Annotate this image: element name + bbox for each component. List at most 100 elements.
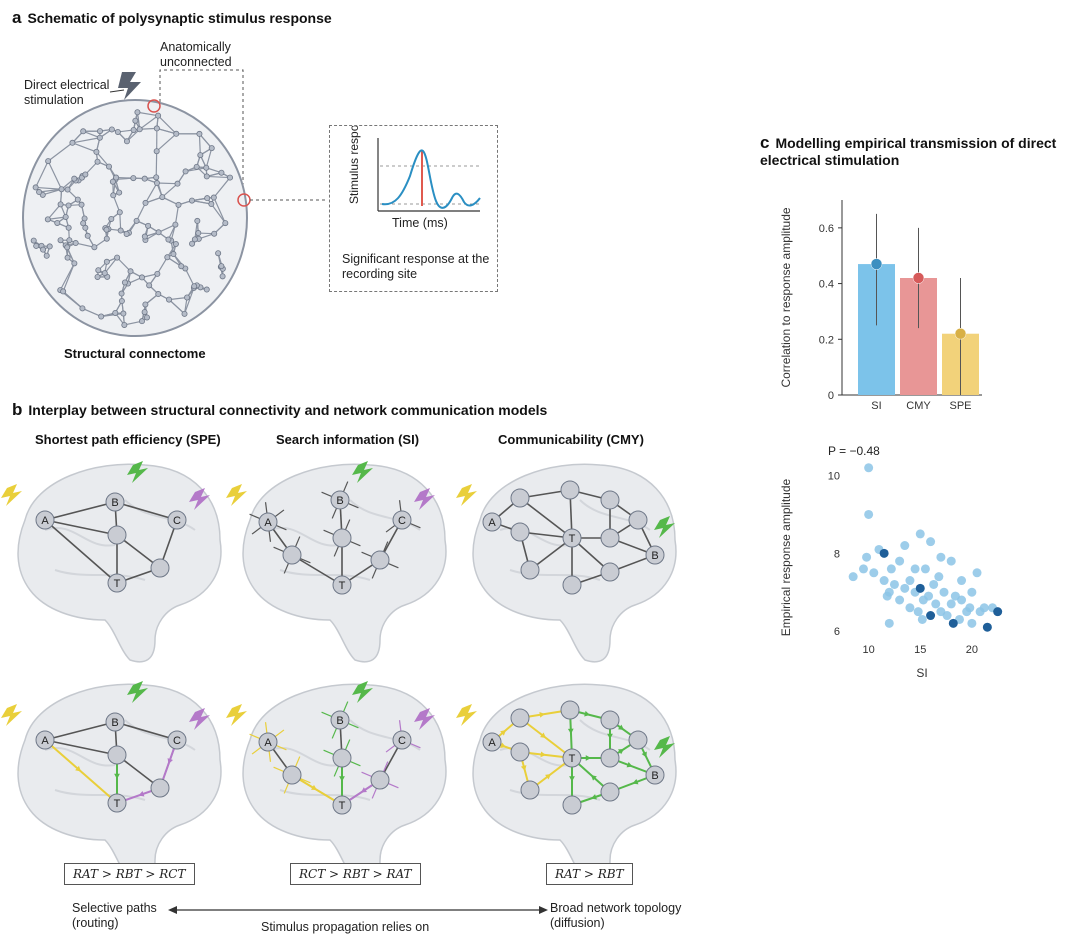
network-node bbox=[258, 732, 278, 752]
mesh-node bbox=[218, 263, 225, 270]
flow-arrowhead bbox=[167, 758, 173, 764]
scatter-point bbox=[957, 595, 967, 605]
rank-box-cmy: RAT > RBT bbox=[546, 863, 633, 885]
scatter-point bbox=[858, 564, 868, 574]
mesh-node bbox=[80, 220, 87, 227]
mesh-edge bbox=[198, 133, 201, 156]
rank-si-text: RCT > RBT > RAT bbox=[299, 867, 412, 881]
rank-cmy-text: RAT > RBT bbox=[555, 867, 624, 881]
x-tick-label: SI bbox=[871, 400, 881, 412]
mesh-node bbox=[79, 305, 86, 312]
network-node bbox=[150, 558, 170, 578]
mesh-node bbox=[108, 215, 115, 222]
mesh-edge bbox=[47, 216, 66, 220]
node-label-b: B bbox=[651, 550, 658, 562]
mesh-node bbox=[181, 310, 188, 317]
mesh-edge bbox=[101, 312, 124, 318]
network-node bbox=[562, 528, 582, 548]
panel-b-title-text: Interplay between structural connectivit… bbox=[28, 402, 548, 418]
mesh-node bbox=[80, 128, 87, 135]
scatter-annotation: P = −0.48 bbox=[828, 444, 880, 458]
mesh-node bbox=[191, 283, 198, 290]
flow-arrowhead bbox=[500, 742, 506, 748]
network-node bbox=[562, 795, 582, 815]
mesh-node bbox=[57, 237, 64, 244]
y-tick-label: 0.6 bbox=[819, 223, 834, 235]
lightning-icon bbox=[118, 72, 141, 100]
mesh-edge bbox=[35, 160, 49, 188]
mesh-node bbox=[133, 217, 140, 224]
mesh-node bbox=[33, 242, 40, 249]
mesh-node bbox=[175, 201, 182, 208]
mesh-node bbox=[159, 194, 166, 201]
mesh-edge bbox=[136, 202, 147, 222]
stimulus-bolt-icon bbox=[654, 516, 675, 538]
unconnected-guide bbox=[159, 69, 244, 196]
stimulus-bolt-icon bbox=[352, 681, 373, 703]
network-edge bbox=[291, 554, 343, 586]
inset-xlabel: Time (ms) bbox=[392, 216, 448, 230]
mesh-node bbox=[142, 199, 149, 206]
y-tick-label: 8 bbox=[834, 548, 840, 560]
mesh-node bbox=[91, 244, 98, 251]
mesh-edge bbox=[158, 224, 176, 233]
mesh-edge bbox=[39, 188, 62, 193]
scatter-point bbox=[946, 556, 956, 566]
node-label-t: T bbox=[114, 578, 121, 590]
mesh-node bbox=[121, 279, 128, 286]
scatter-point bbox=[900, 583, 910, 593]
flow-arrowhead bbox=[591, 794, 597, 800]
col-cmy-title: Communicability (CMY) bbox=[498, 432, 644, 447]
y-tick-label: 0.2 bbox=[819, 334, 834, 346]
mesh-node bbox=[141, 233, 148, 240]
network-node bbox=[482, 732, 502, 752]
node-label-b: B bbox=[336, 495, 343, 507]
stim-pointer-line bbox=[109, 89, 125, 93]
mesh-edge bbox=[206, 175, 231, 179]
scatter-point bbox=[895, 595, 905, 605]
scatter-point bbox=[864, 463, 874, 473]
mesh-edge bbox=[198, 133, 213, 149]
mesh-edge bbox=[183, 287, 195, 315]
scatter-point bbox=[993, 607, 1003, 617]
rank-box-si: RCT > RBT > RAT bbox=[290, 863, 421, 885]
scatter-point bbox=[979, 603, 989, 613]
mesh-node bbox=[203, 164, 210, 171]
scatter-point bbox=[889, 579, 899, 589]
scatter-point bbox=[929, 579, 939, 589]
network-node bbox=[628, 510, 648, 530]
network-node bbox=[105, 492, 125, 512]
mesh-node bbox=[153, 180, 160, 187]
mesh-node bbox=[94, 273, 101, 280]
network-node bbox=[35, 730, 55, 750]
node-label-b: B bbox=[336, 715, 343, 727]
mesh-node bbox=[138, 274, 145, 281]
mesh-node bbox=[154, 270, 161, 277]
mesh-node bbox=[120, 310, 127, 317]
network-node bbox=[150, 778, 170, 798]
mesh-node bbox=[195, 230, 202, 237]
x-tick-label: SPE bbox=[949, 400, 971, 412]
stimulus-bolt-icon bbox=[414, 488, 435, 510]
mesh-node bbox=[194, 217, 201, 224]
network-node bbox=[560, 700, 580, 720]
x-tick-label: 10 bbox=[863, 644, 875, 656]
mesh-node bbox=[116, 189, 123, 196]
scatter-point bbox=[939, 587, 949, 597]
scatter-point bbox=[965, 603, 975, 613]
mesh-node bbox=[153, 125, 160, 132]
node-label-c: C bbox=[173, 515, 181, 527]
panel-c-title: c Modelling empirical transmission of dir… bbox=[760, 134, 1070, 169]
mesh-node bbox=[46, 243, 53, 250]
mesh-node bbox=[65, 224, 72, 231]
node-label-a: A bbox=[488, 517, 496, 529]
mesh-node bbox=[69, 139, 76, 146]
mesh-edge bbox=[210, 203, 226, 224]
network-node bbox=[107, 573, 127, 593]
mesh-node bbox=[189, 240, 196, 247]
mesh-node bbox=[219, 273, 226, 280]
scatter-point bbox=[972, 568, 982, 578]
mesh-node bbox=[155, 291, 162, 298]
stimulus-bolt-icon bbox=[414, 708, 435, 730]
mesh-node bbox=[123, 230, 130, 237]
